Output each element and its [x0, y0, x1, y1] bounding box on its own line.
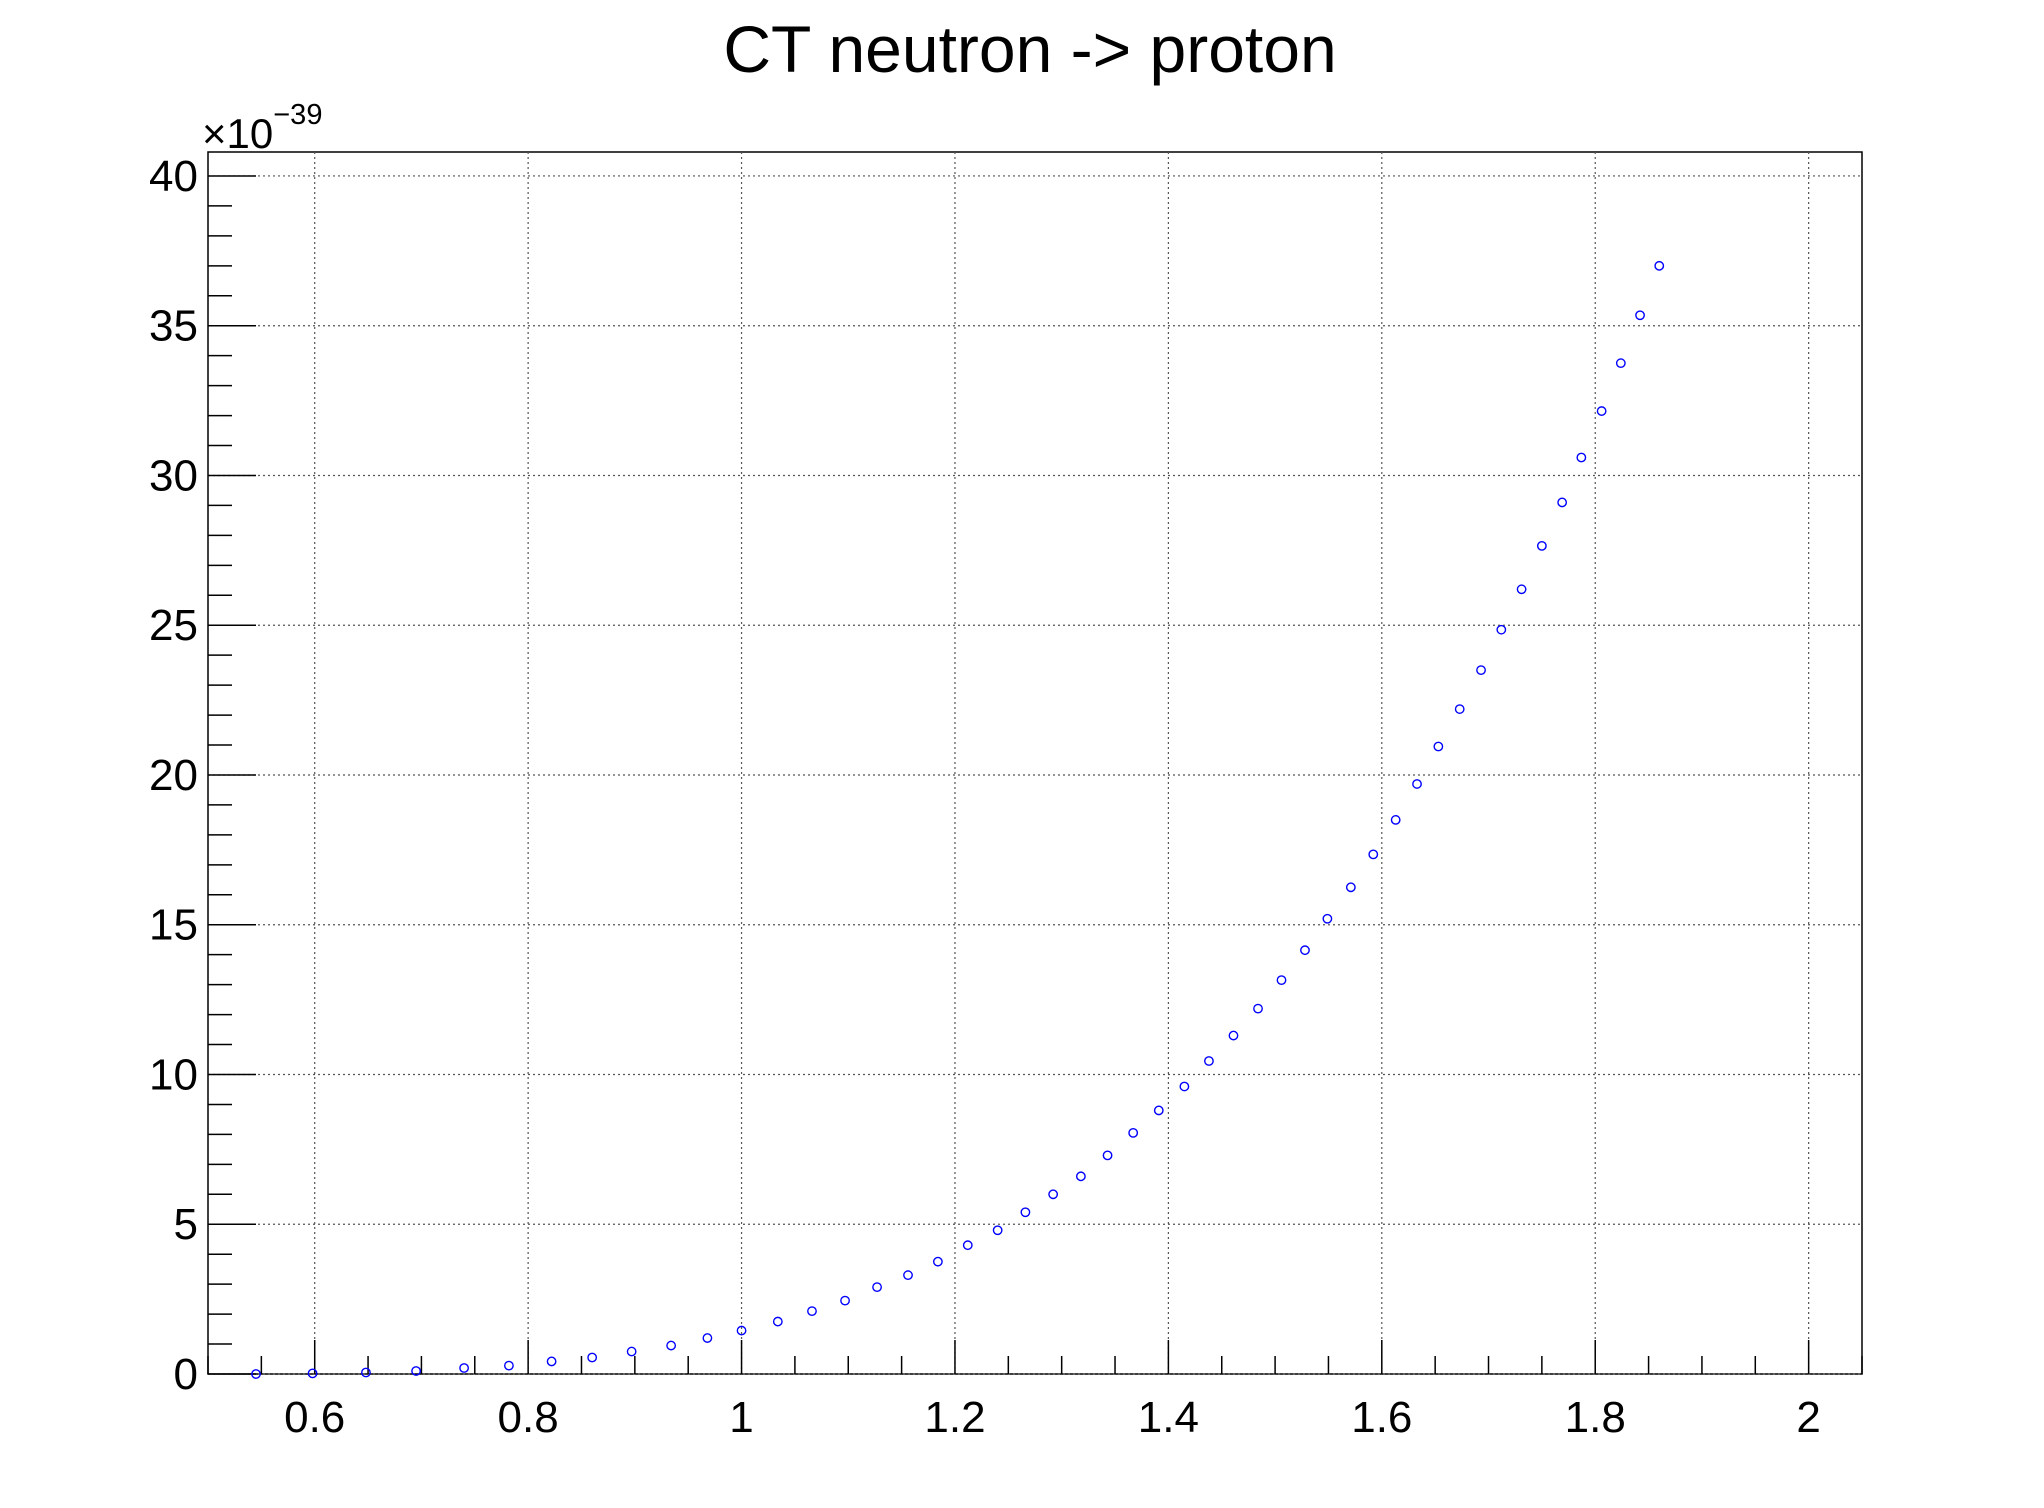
data-point	[932, 1256, 943, 1267]
data-point	[1557, 497, 1568, 508]
data-point	[807, 1306, 817, 1317]
data-point	[1228, 1030, 1239, 1041]
y-tick-label: 30	[149, 451, 198, 500]
data-point	[504, 1360, 514, 1371]
data-point	[1300, 945, 1310, 956]
data-point	[1253, 1003, 1263, 1014]
y-tick-label: 25	[149, 601, 198, 650]
y-tick-label: 20	[149, 751, 198, 800]
data-point	[1345, 882, 1356, 893]
data-point	[1476, 665, 1486, 676]
x-tick-label: 0.8	[498, 1393, 559, 1442]
data-point	[1536, 540, 1547, 551]
x-tick-label: 2	[1796, 1393, 1820, 1442]
data-point	[1020, 1207, 1031, 1218]
y-multiplier-exponent: −39	[273, 99, 322, 131]
data-point	[587, 1352, 598, 1363]
x-tick-label: 1.8	[1565, 1393, 1626, 1442]
x-tick-label: 0.6	[284, 1393, 345, 1442]
data-point	[1496, 624, 1507, 635]
data-point	[1276, 975, 1287, 986]
data-point	[840, 1295, 850, 1306]
data-point	[361, 1367, 371, 1378]
y-axis: 0 5 10 15 20 25 30 35 40	[149, 152, 256, 1399]
grid	[208, 152, 1862, 1375]
data-point	[772, 1316, 783, 1327]
data-point	[1322, 913, 1333, 924]
y-multiplier-base: ×10	[202, 110, 273, 157]
data-point	[736, 1325, 747, 1336]
data-point	[626, 1346, 637, 1357]
data-point	[872, 1282, 882, 1293]
x-tick-label: 1.4	[1138, 1393, 1199, 1442]
plot-frame	[207, 151, 1863, 1375]
data-point	[1102, 1150, 1113, 1161]
data-point	[1153, 1105, 1164, 1116]
data-point	[1454, 704, 1465, 714]
data-series	[251, 260, 1665, 1379]
chart-title: CT neutron -> proton	[723, 12, 1336, 86]
x-axis: 0.6 0.8 1 1.2 1.4 1.6 1.8 2	[207, 1340, 1863, 1442]
data-point	[903, 1270, 913, 1281]
data-point	[666, 1340, 677, 1351]
data-point	[1412, 779, 1422, 789]
y-tick-label: 15	[149, 901, 198, 950]
y-multiplier: ×10−39	[202, 99, 322, 157]
data-point	[1048, 1189, 1059, 1200]
data-point	[1516, 584, 1527, 595]
data-point	[1596, 406, 1607, 416]
data-point	[1390, 815, 1401, 825]
data-point	[962, 1240, 973, 1251]
data-point	[546, 1356, 557, 1367]
data-point	[1576, 452, 1587, 463]
data-point	[1128, 1127, 1139, 1138]
y-tick-label: 0	[174, 1350, 198, 1399]
data-point	[307, 1368, 318, 1379]
data-point	[992, 1225, 1003, 1236]
x-tick-label: 1.6	[1351, 1393, 1412, 1442]
data-point	[1635, 310, 1645, 321]
data-point	[702, 1333, 713, 1343]
data-point	[1615, 358, 1626, 369]
y-tick-label: 35	[149, 302, 198, 351]
data-point	[411, 1366, 421, 1376]
data-point	[459, 1363, 470, 1373]
data-point	[1433, 741, 1444, 752]
data-point	[251, 1369, 261, 1379]
y-tick-label: 10	[149, 1050, 198, 1099]
data-point	[1368, 849, 1379, 860]
y-tick-label: 40	[149, 152, 198, 201]
x-tick-label: 1.2	[924, 1393, 985, 1442]
data-point	[1179, 1081, 1190, 1092]
x-tick-label: 1	[729, 1393, 753, 1442]
y-tick-label: 5	[174, 1200, 198, 1249]
data-point	[1204, 1056, 1214, 1066]
data-point	[1075, 1171, 1086, 1182]
data-point	[1654, 260, 1665, 271]
